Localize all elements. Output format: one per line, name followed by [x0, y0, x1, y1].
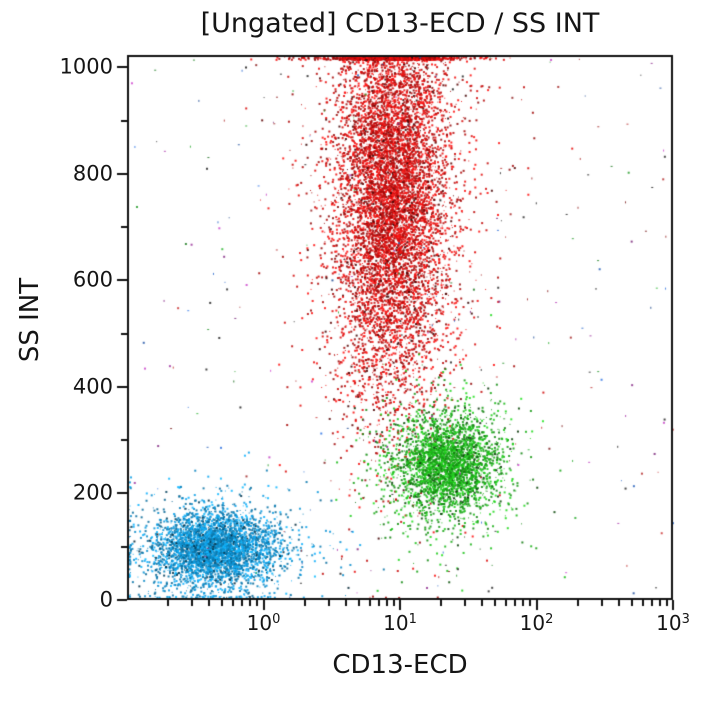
y-tick-label: 400: [72, 374, 113, 399]
y-tick-label: 800: [72, 161, 113, 186]
y-tick-label: 0: [99, 587, 113, 612]
y-tick-label: 1000: [59, 54, 113, 79]
x-axis-title: CD13-ECD: [332, 650, 468, 680]
x-tick-label: 102: [519, 611, 554, 635]
x-tick-label: 103: [656, 611, 690, 635]
x-tick-label: 100: [246, 611, 281, 635]
y-tick-label: 600: [72, 267, 113, 292]
plot-title: [Ungated] CD13-ECD / SS INT: [200, 8, 600, 39]
y-axis-title-text: SS INT: [15, 277, 45, 363]
x-tick-label: 101: [383, 611, 417, 635]
y-tick-label: 200: [72, 480, 113, 505]
